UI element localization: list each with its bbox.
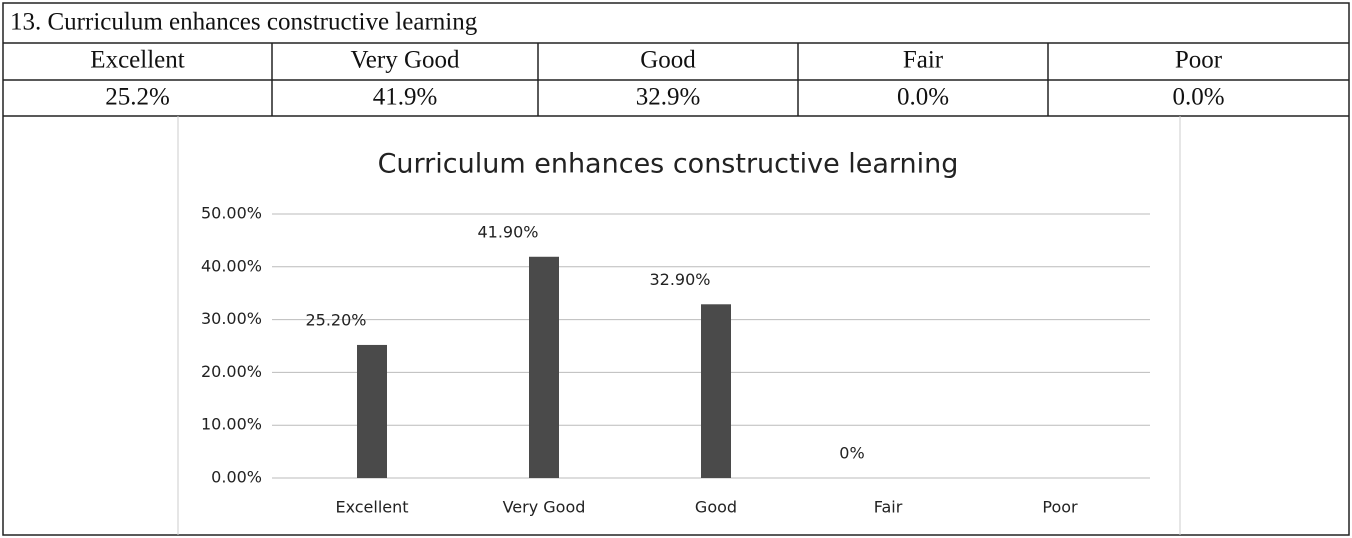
table-title: 13. Curriculum enhances constructive lea… (10, 9, 478, 36)
x-tick-label: Fair (874, 498, 903, 517)
y-tick-label: 10.00% (201, 415, 262, 434)
value-cell: 0.0% (1172, 84, 1224, 111)
y-tick-label: 40.00% (201, 256, 262, 275)
header-cell: Very Good (350, 47, 460, 74)
x-tick-label: Poor (1042, 498, 1078, 517)
value-cell: 25.2% (105, 84, 170, 111)
value-cell: 0.0% (897, 84, 949, 111)
header-cell: Fair (903, 47, 944, 74)
y-tick-label: 0.00% (211, 468, 262, 487)
value-cell: 32.9% (636, 84, 701, 111)
x-tick-label: Excellent (335, 498, 408, 517)
data-label: 41.90% (477, 222, 538, 241)
value-cell: 41.9% (373, 84, 438, 111)
data-label: 25.20% (305, 310, 366, 329)
y-tick-label: 20.00% (201, 362, 262, 381)
header-cell: Excellent (90, 47, 184, 74)
bar (701, 304, 731, 478)
data-label: 32.90% (649, 270, 710, 289)
chart-title: Curriculum enhances constructive learnin… (378, 149, 959, 180)
header-cell: Good (640, 47, 696, 74)
header-cell: Poor (1175, 47, 1223, 74)
x-tick-label: Very Good (503, 498, 586, 517)
x-tick-label: Good (695, 498, 737, 517)
bar (357, 344, 387, 478)
y-tick-label: 30.00% (201, 309, 262, 328)
bar (529, 256, 559, 478)
data-label: 0% (839, 444, 864, 463)
y-tick-label: 50.00% (201, 204, 262, 223)
